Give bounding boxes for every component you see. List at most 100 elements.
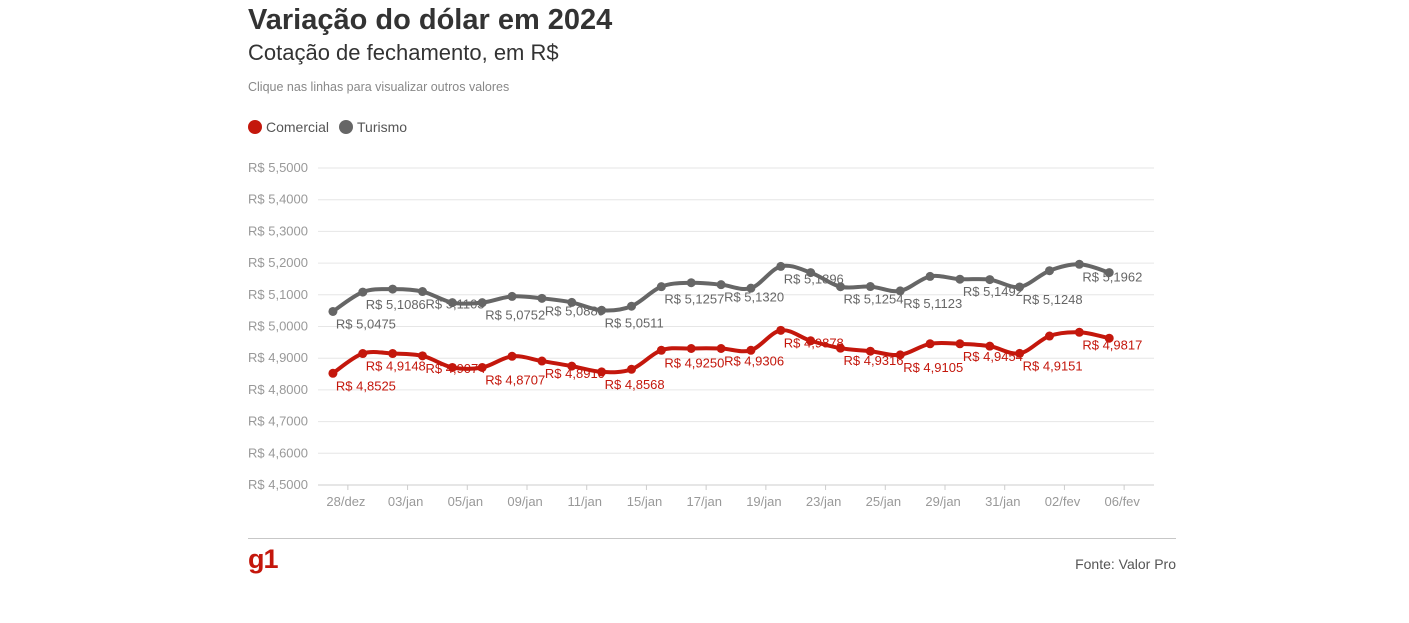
data-point-turismo[interactable] <box>627 301 636 311</box>
x-tick-label: 15/jan <box>627 494 662 509</box>
data-point-turismo[interactable] <box>836 282 845 292</box>
x-tick-label: 11/jan <box>568 494 602 509</box>
data-point-turismo[interactable] <box>806 268 816 278</box>
data-point-turismo[interactable] <box>1074 259 1084 269</box>
data-point-comercial[interactable] <box>1045 331 1054 341</box>
data-point-turismo[interactable] <box>447 298 457 308</box>
data-label-turismo: R$ 5,0511 <box>605 315 664 330</box>
data-point-comercial[interactable] <box>477 362 487 372</box>
data-label-turismo: R$ 5,1257 <box>664 292 724 307</box>
data-label-comercial: R$ 4,9316 <box>844 353 904 368</box>
data-point-turismo[interactable] <box>716 280 726 290</box>
data-point-comercial[interactable] <box>925 339 935 349</box>
data-point-comercial[interactable] <box>985 341 995 351</box>
data-point-turismo[interactable] <box>1045 266 1054 276</box>
y-tick-label: R$ 4,6000 <box>248 445 308 460</box>
data-point-comercial[interactable] <box>537 356 547 366</box>
data-point-comercial[interactable] <box>865 346 875 356</box>
data-point-comercial[interactable] <box>388 349 398 359</box>
x-tick-label: 17/jan <box>687 494 722 509</box>
legend-label-turismo: Turismo <box>357 119 408 135</box>
data-point-comercial[interactable] <box>627 364 636 374</box>
data-point-turismo[interactable] <box>865 282 875 292</box>
y-tick-label: R$ 5,3000 <box>248 223 308 238</box>
data-point-comercial[interactable] <box>1074 327 1084 337</box>
data-point-comercial[interactable] <box>1104 333 1114 343</box>
data-point-turismo[interactable] <box>328 306 338 316</box>
data-point-comercial[interactable] <box>955 339 965 349</box>
data-label-turismo: R$ 5,0889 <box>545 303 605 318</box>
data-label-comercial: R$ 4,9105 <box>903 360 963 375</box>
x-tick-label: 25/jan <box>866 494 901 509</box>
data-point-comercial[interactable] <box>507 351 517 361</box>
chart-title: Variação do dólar em 2024 <box>248 4 613 36</box>
data-point-turismo[interactable] <box>1104 268 1114 278</box>
data-label-turismo: R$ 5,1962 <box>1082 269 1142 284</box>
data-point-comercial[interactable] <box>895 350 905 360</box>
data-label-comercial: R$ 4,8707 <box>485 372 545 387</box>
data-point-comercial[interactable] <box>328 368 338 378</box>
data-point-turismo[interactable] <box>776 261 786 271</box>
footer-divider <box>248 538 1176 539</box>
data-point-comercial[interactable] <box>686 343 696 353</box>
legend-swatch-turismo <box>339 120 354 134</box>
y-tick-label: R$ 4,5000 <box>248 477 308 492</box>
chart-grid <box>318 167 1154 486</box>
data-label-turismo: R$ 5,1320 <box>724 290 784 305</box>
data-point-comercial[interactable] <box>806 336 816 346</box>
data-point-turismo[interactable] <box>507 291 517 301</box>
g1-logo: g1 <box>248 544 278 574</box>
legend-item-comercial[interactable]: Comercial <box>248 119 329 135</box>
legend-item-turismo[interactable]: Turismo <box>339 119 407 135</box>
data-point-comercial[interactable] <box>716 343 726 353</box>
data-point-turismo[interactable] <box>358 287 368 297</box>
legend-swatch-comercial <box>248 120 262 134</box>
data-point-comercial[interactable] <box>418 351 427 361</box>
data-point-comercial[interactable] <box>836 343 845 353</box>
data-label-comercial: R$ 4,8910 <box>545 366 605 381</box>
data-point-turismo[interactable] <box>567 297 577 307</box>
data-point-turismo[interactable] <box>418 287 427 297</box>
y-tick-label: R$ 5,2000 <box>248 255 308 270</box>
x-tick-label: 23/jan <box>806 494 841 509</box>
x-tick-label: 09/jan <box>507 494 542 509</box>
x-tick-label: 06/fev <box>1105 494 1141 509</box>
data-label-comercial: R$ 4,9817 <box>1082 337 1142 352</box>
data-point-turismo[interactable] <box>1015 282 1025 292</box>
data-point-comercial[interactable] <box>597 367 607 377</box>
data-point-turismo[interactable] <box>985 275 995 285</box>
data-label-turismo: R$ 5,1254 <box>844 292 904 307</box>
chart-subtitle: Cotação de fechamento, em R$ <box>248 40 559 65</box>
data-point-comercial[interactable] <box>1015 348 1025 358</box>
data-point-comercial[interactable] <box>776 325 786 335</box>
data-label-turismo: R$ 5,1123 <box>903 296 962 311</box>
data-point-turismo[interactable] <box>746 283 756 293</box>
data-point-turismo[interactable] <box>388 284 398 294</box>
data-point-turismo[interactable] <box>656 282 666 292</box>
x-tick-label: 29/jan <box>925 494 960 509</box>
data-label-comercial: R$ 4,9306 <box>724 353 784 368</box>
data-point-turismo[interactable] <box>686 278 696 288</box>
data-point-comercial[interactable] <box>656 345 666 355</box>
data-label-turismo: R$ 5,0752 <box>485 308 545 323</box>
data-label-turismo: R$ 5,0475 <box>336 316 396 331</box>
data-point-turismo[interactable] <box>955 274 965 284</box>
y-tick-label: R$ 4,8000 <box>248 382 308 397</box>
data-point-turismo[interactable] <box>477 298 487 308</box>
data-label-comercial: R$ 4,9151 <box>1023 358 1083 373</box>
data-point-comercial[interactable] <box>447 362 457 372</box>
data-label-comercial: R$ 4,9878 <box>784 335 844 350</box>
data-point-turismo[interactable] <box>925 271 935 281</box>
data-label-comercial: R$ 4,8525 <box>336 378 396 393</box>
data-label-turismo: R$ 5,1086 <box>366 297 426 312</box>
data-label-turismo: R$ 5,1248 <box>1023 292 1083 307</box>
y-tick-label: R$ 4,9000 <box>248 350 308 365</box>
data-point-comercial[interactable] <box>746 345 756 355</box>
y-tick-label: R$ 5,5000 <box>248 160 308 175</box>
data-point-turismo[interactable] <box>597 305 607 315</box>
data-point-comercial[interactable] <box>567 361 577 371</box>
data-point-comercial[interactable] <box>358 349 368 359</box>
data-point-turismo[interactable] <box>895 286 905 296</box>
data-point-turismo[interactable] <box>537 293 547 303</box>
